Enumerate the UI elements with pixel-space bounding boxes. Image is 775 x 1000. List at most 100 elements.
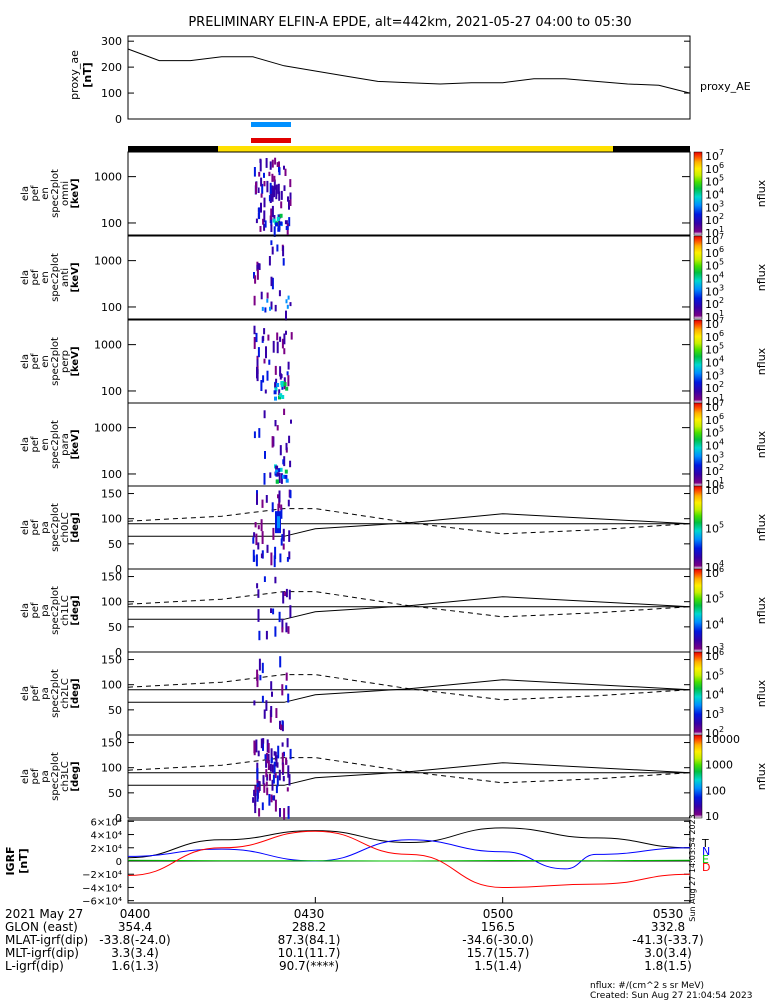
pa-spectrogram-pixel xyxy=(260,519,263,532)
pa-spectrogram-pixel xyxy=(277,503,280,517)
spectrogram-pixel xyxy=(284,168,287,176)
colorbar-tick-exp: 1 xyxy=(719,225,724,234)
spectrogram-pixel xyxy=(262,218,265,225)
spectrogram-pixel xyxy=(283,382,287,387)
spectrogram-pixel xyxy=(276,472,280,477)
ae-series-label: proxy_AE xyxy=(700,80,751,93)
pa-spectrogram-pixel xyxy=(276,775,279,787)
spectrogram-pixel xyxy=(260,202,262,213)
spectrogram-pixel xyxy=(258,428,261,438)
pa-spectrogram-pixel xyxy=(285,757,288,765)
pa-spectrogram-pixel xyxy=(289,605,292,618)
panel-ylabel-line: pef xyxy=(30,768,41,785)
spectrogram-pixel xyxy=(280,201,283,209)
panel-ylabel-line: pa xyxy=(40,687,51,699)
spectrogram-pixel xyxy=(274,383,278,388)
spectrogram-pixel xyxy=(285,226,289,230)
pa-spectrogram-pixel xyxy=(281,684,284,696)
spectrogram-pixel xyxy=(269,472,272,478)
pa-spectrogram-pixel xyxy=(257,609,260,622)
spectrogram-pixel xyxy=(283,333,286,345)
colorbar-tick-exp: 4 xyxy=(719,187,724,196)
colorbar-label: nflux xyxy=(755,679,768,707)
panel-ylabel-line: en xyxy=(40,271,51,284)
colorbar-tick: 104 xyxy=(705,616,724,631)
spectrogram-pixel xyxy=(279,336,282,342)
spectrogram-pixel xyxy=(278,395,281,400)
panel-ylabel-line: spec2plot xyxy=(50,420,61,469)
colorbar-tick-exp: 6 xyxy=(719,482,724,491)
pa-spectrogram-pixel xyxy=(274,576,277,584)
spectrogram-pixel xyxy=(278,473,281,483)
panel-ylabel-line: spec2plot xyxy=(50,253,61,302)
pa-ytick: 50 xyxy=(108,538,122,551)
anti-loss-cone-curve xyxy=(127,591,691,618)
pa-spectrogram-pixel xyxy=(281,742,284,747)
ae-ylabel-1: proxy_ae xyxy=(68,50,81,100)
spectrogram-pixel xyxy=(269,306,271,311)
pa-spectrogram-pixel xyxy=(270,748,273,758)
footer-value: 0530 xyxy=(653,907,684,921)
pa-spectrogram-pixel xyxy=(286,557,289,562)
pa-spectrogram-pixel xyxy=(263,709,266,719)
spectrogram-pixel xyxy=(272,187,275,198)
panel-ylabel-line: ch0LC xyxy=(60,512,71,543)
igrf-E-line xyxy=(127,859,691,862)
panel-ylabel-line: [keV] xyxy=(70,429,81,459)
anti-loss-cone-curve xyxy=(127,757,691,784)
pa-spectrogram-pixel xyxy=(274,773,277,779)
panel-ylabel-line: ela xyxy=(20,270,31,285)
spectrogram-pixel xyxy=(273,179,276,190)
pa-spectrogram-pixel xyxy=(287,626,290,634)
pa-spectrogram-pixel xyxy=(278,611,281,623)
pa-spectrogram-pixel xyxy=(282,543,285,550)
footer-value: 0500 xyxy=(483,907,514,921)
panel-ylabel-line: ela xyxy=(20,186,31,201)
pa-spectrogram-pixel xyxy=(270,706,273,718)
spectrogram-pixel xyxy=(271,277,274,290)
pa-ytick: 100 xyxy=(101,596,122,609)
colorbar-tick-exp: 4 xyxy=(719,616,724,625)
pa-ytick: 0 xyxy=(115,646,122,659)
spectrogram-pixel xyxy=(288,200,290,210)
pa-spectrogram-pixel xyxy=(254,522,257,528)
colorbar-tick: 106 xyxy=(705,648,724,663)
spectrogram-pixel xyxy=(267,334,270,341)
pa-spectrogram-pixel xyxy=(267,754,270,761)
colorbar-label: nflux xyxy=(755,762,768,790)
pa-spectrogram-pixel xyxy=(281,720,284,726)
pa-spectrogram-pixel xyxy=(271,502,274,513)
spectrogram-pixel xyxy=(253,167,256,177)
panel-ylabel-line: en xyxy=(40,355,51,368)
pa-spectrogram-pixel xyxy=(283,808,286,820)
pa-spectrogram-pixel xyxy=(258,781,261,791)
footer-table: 2021 May 27 0400 0430 0500 0530 GLON (east) 35… xyxy=(5,897,704,973)
pa-spectrogram-pixel xyxy=(272,795,274,801)
spectrogram-pixel xyxy=(276,341,279,354)
pa-spectrogram-pixel xyxy=(268,794,271,806)
pa-spectrogram-pixel xyxy=(265,495,268,503)
spectrogram-pixel xyxy=(271,173,274,182)
pa-spectrogram-pixel xyxy=(261,531,264,544)
pa-spectrogram-pixel xyxy=(285,622,288,633)
spectrogram-pixel xyxy=(283,165,285,170)
igrf-legend-T: T xyxy=(701,837,709,850)
pa-spectrogram-pixel xyxy=(258,808,261,817)
pa-ytick: 150 xyxy=(101,737,122,750)
pa-spectrogram-pixel xyxy=(271,779,274,791)
pa-spectrogram-pixel xyxy=(262,738,265,744)
spectrogram-pixel xyxy=(273,175,276,182)
panel-ylabel-line: ela xyxy=(20,437,31,452)
footer-value: 156.5 xyxy=(481,920,515,934)
spectrogram-pixel xyxy=(263,181,266,187)
spectrogram-pixel xyxy=(284,220,288,225)
conjunction-bar-blue xyxy=(251,122,291,127)
footer-value: -33.8(-24.0) xyxy=(99,933,170,947)
footer-value: 3.0(3.4) xyxy=(644,946,692,960)
igrf-legend-N: N xyxy=(702,845,710,858)
colorbar-tick-exp: 4 xyxy=(719,438,724,447)
